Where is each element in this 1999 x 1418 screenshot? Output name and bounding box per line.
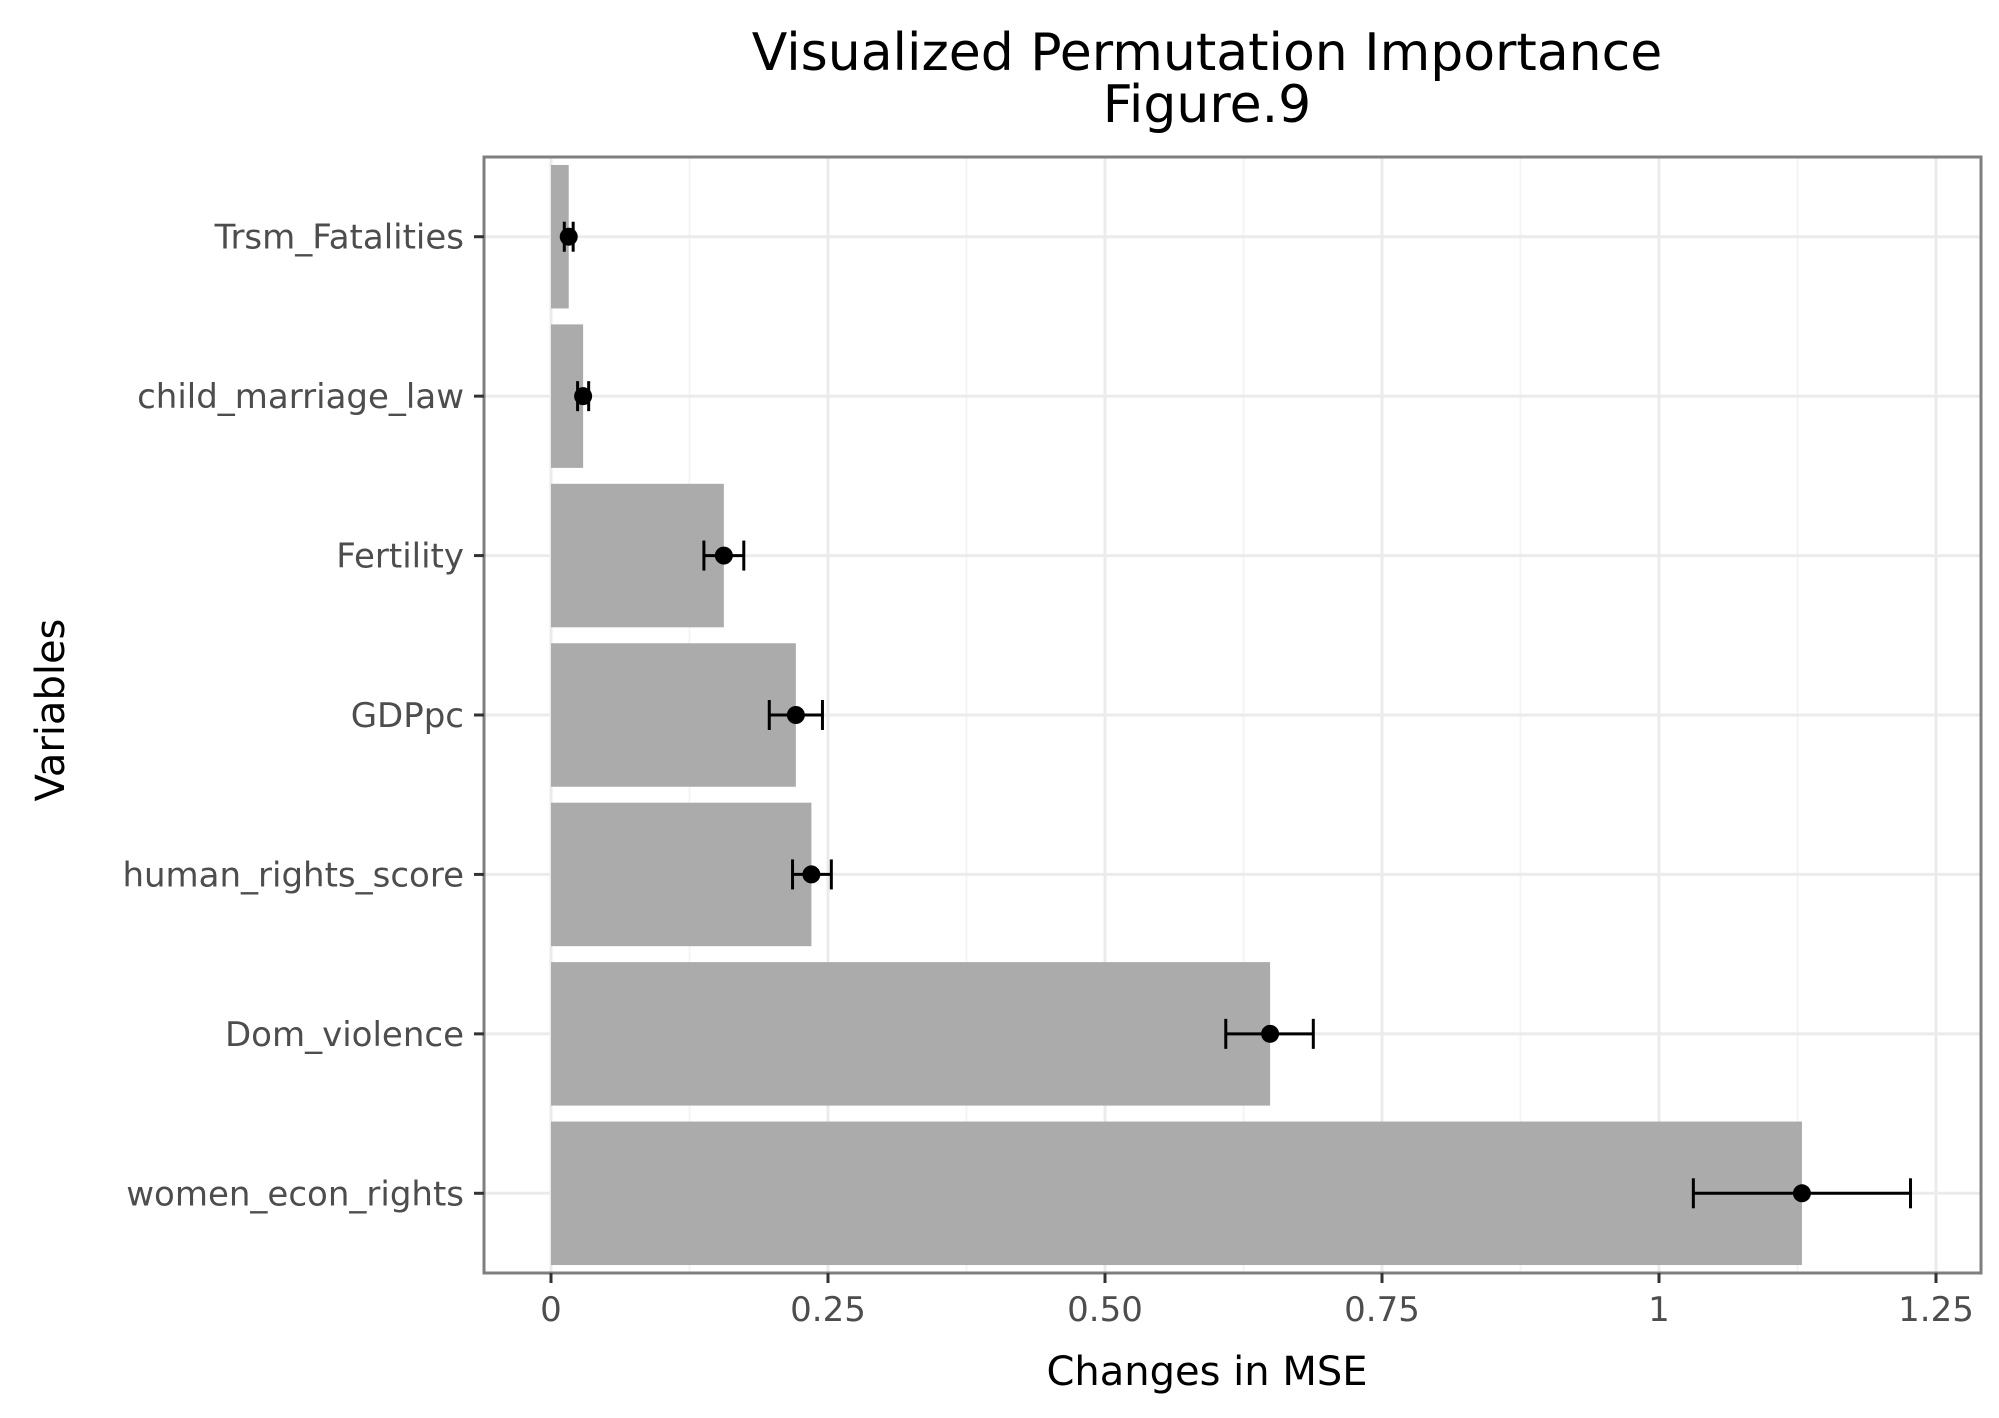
y-axis-title: Variables <box>28 619 74 802</box>
point-Fertility <box>714 546 733 565</box>
point-women_econ_rights <box>1792 1184 1811 1203</box>
y-tick-label: women_econ_rights <box>126 1174 464 1214</box>
x-tick-label: 1.25 <box>1898 1290 1974 1330</box>
point-Dom_violence <box>1261 1024 1280 1043</box>
y-tick-label: human_rights_score <box>122 855 464 895</box>
bars <box>551 164 1802 1266</box>
y-tick-label: GDPpc <box>351 696 464 736</box>
x-axis-title: Changes in MSE <box>1046 1349 1367 1395</box>
chart-subtitle: Figure.9 <box>1103 75 1311 135</box>
x-tick-label: 0 <box>540 1290 562 1330</box>
bar-GDPpc <box>551 643 796 787</box>
x-tick-label: 1 <box>1648 1290 1670 1330</box>
bar-Dom_violence <box>551 962 1271 1106</box>
points <box>559 227 1811 1203</box>
y-axis-ticks: Trsm_Fatalities child_marriage_law Fertili… <box>122 218 484 1214</box>
x-tick-label: 0.50 <box>1067 1290 1143 1330</box>
y-tick-label: Dom_violence <box>225 1015 464 1055</box>
point-child_marriage_law <box>574 387 593 406</box>
x-axis-ticks: 0 0.25 0.50 0.75 1 1.25 <box>540 1273 1974 1330</box>
point-human_rights_score <box>802 865 821 884</box>
bar-women_econ_rights <box>551 1121 1802 1266</box>
y-tick-label: Trsm_Fatalities <box>214 218 464 258</box>
bar-Fertility <box>551 483 724 628</box>
y-tick-label: child_marriage_law <box>137 377 464 417</box>
x-tick-label: 0.25 <box>790 1290 866 1330</box>
y-tick-label: Fertility <box>336 537 464 577</box>
bar-human_rights_score <box>551 802 812 947</box>
chart-title: Visualized Permutation Importance <box>752 23 1662 83</box>
point-GDPpc <box>786 706 805 724</box>
point-Trsm_Fatalities <box>559 227 578 246</box>
x-tick-label: 0.75 <box>1344 1290 1420 1330</box>
